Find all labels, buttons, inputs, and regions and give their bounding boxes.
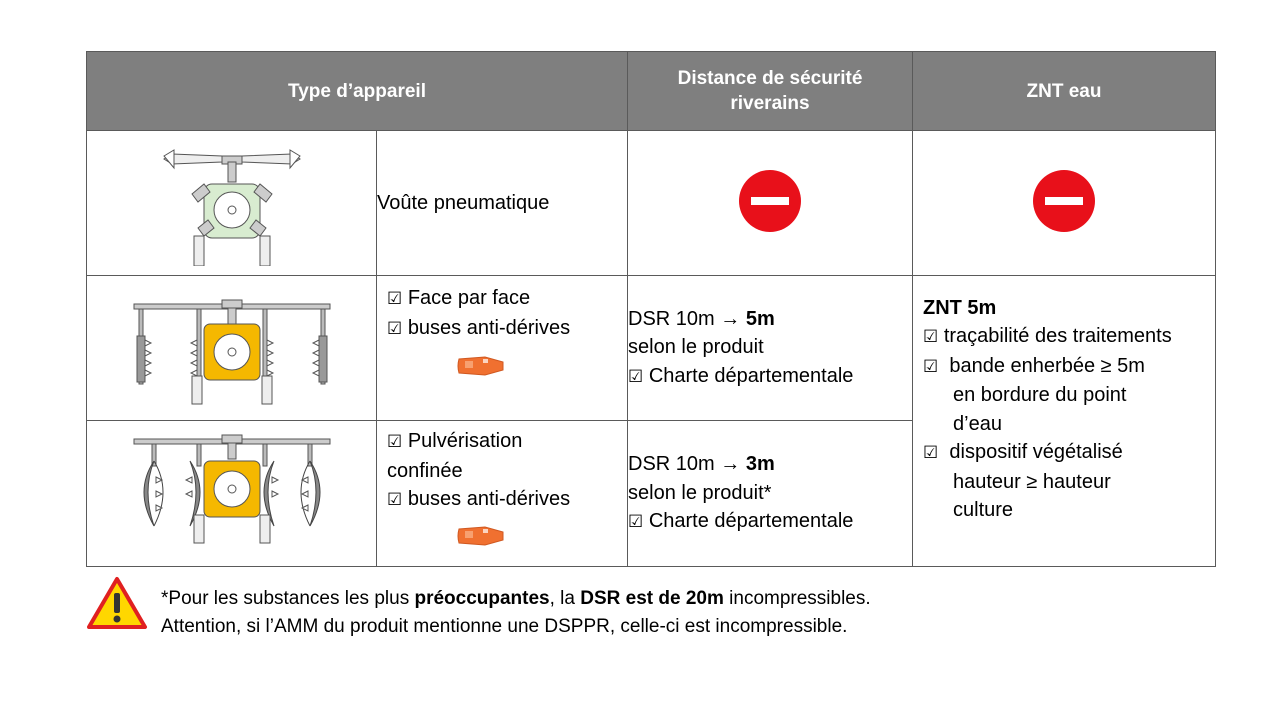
sprayer-illustration-face [86, 275, 377, 421]
nozzle-icon [457, 356, 504, 376]
footnote-text: *Pour les substances les plus préoccupan… [161, 588, 871, 637]
no-entry-icon [1033, 169, 1095, 232]
header-dsr: Distance de sécurité riverains [627, 51, 913, 131]
sprayer-illustration-tunnel [86, 130, 377, 276]
header-znt: ZNT eau [912, 51, 1216, 131]
device-face-par-face: ☑ Face par face ☑ buses anti-dérives [376, 275, 628, 421]
znt-forbidden [912, 130, 1216, 276]
dsr-confined: DSR 10m → 3m selon le produit* ☑ Charte … [627, 420, 913, 567]
device-label: buses anti-dérives [407, 316, 571, 339]
device-table: Type d’appareil Distance de sécurité riv… [86, 51, 1216, 567]
tunnel-sprayer-icon [162, 148, 301, 266]
dsr-forbidden [627, 130, 913, 276]
confined-sprayer-icon [133, 434, 330, 544]
face-by-face-sprayer-icon [133, 299, 330, 404]
dsr-face-par-face: DSR 10m → 5m selon le produit ☑ Charte d… [627, 275, 913, 421]
warning-icon [87, 577, 147, 629]
no-entry-icon [739, 169, 801, 232]
header-device-type: Type d’appareil [86, 51, 628, 131]
device-label: Face par face [407, 287, 531, 309]
table-row: ☑ Face par face ☑ buses anti-dérives DSR… [86, 275, 1216, 567]
znt-conditions: ZNT 5m ☑ traçabilité des traitements ☑ b… [912, 275, 1216, 567]
znt-title: ZNT 5m [923, 297, 997, 319]
table-row: Voûte pneumatique [86, 130, 1216, 276]
nozzle-icon [457, 525, 504, 546]
device-name-tunnel: Voûte pneumatique [376, 130, 628, 276]
device-confined: ☑ Pulvérisation confinée ☑ buses anti-dé… [376, 420, 628, 567]
table-row: ☑ Pulvérisation confinée ☑ buses anti-dé… [86, 420, 1216, 567]
sprayer-illustration-confined [86, 420, 377, 567]
